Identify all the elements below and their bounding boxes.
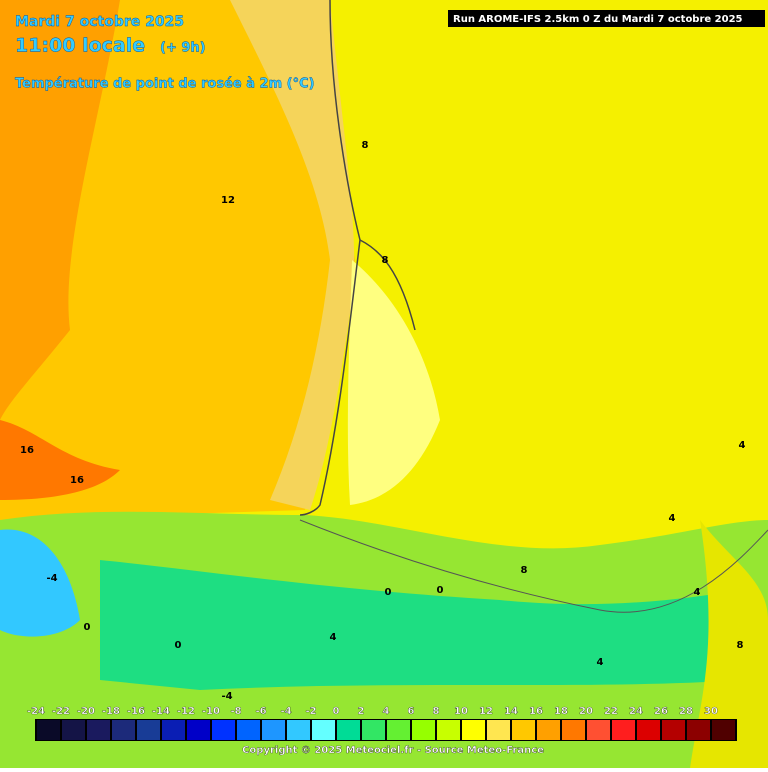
legend-tick-label: -22	[52, 706, 70, 717]
contour-label: 4	[739, 440, 746, 451]
contour-label: 0	[437, 585, 444, 596]
east-field	[690, 520, 768, 768]
landes	[347, 260, 440, 505]
legend-frame	[35, 719, 737, 741]
legend-swatch	[637, 720, 660, 740]
legend-swatch	[412, 720, 435, 740]
legend-swatch	[137, 720, 160, 740]
legend-tick-label: 4	[383, 706, 390, 717]
legend-tick-label: 28	[679, 706, 693, 717]
legend-swatch	[37, 720, 60, 740]
legend-tick-label: -10	[202, 706, 220, 717]
legend-tick-label: 8	[433, 706, 440, 717]
contour-label: 12	[221, 195, 235, 206]
legend-tick-label: 10	[454, 706, 468, 717]
contour-label: 8	[382, 255, 389, 266]
estuary	[359, 239, 416, 331]
legend-tick-label: 14	[504, 706, 518, 717]
legend-swatch	[712, 720, 735, 740]
contour-label: 16	[70, 475, 84, 486]
legend-swatch	[612, 720, 635, 740]
legend-tick-label: -2	[305, 706, 316, 717]
legend-swatch	[112, 720, 135, 740]
legend-tick-label: 18	[554, 706, 568, 717]
contour-label: 8	[362, 140, 369, 151]
legend-swatch	[437, 720, 460, 740]
legend-swatch	[687, 720, 710, 740]
legend-tick-label: 22	[604, 706, 618, 717]
lead-time: (+ 9h)	[160, 41, 206, 56]
legend-swatch	[562, 720, 585, 740]
legend-swatch	[212, 720, 235, 740]
legend-tick-label: -20	[77, 706, 95, 717]
contour-label: 0	[385, 587, 392, 598]
legend-tick-label: 12	[479, 706, 493, 717]
legend-tick-label: -14	[152, 706, 170, 717]
legend-tick-label: -24	[27, 706, 45, 717]
legend-swatch	[237, 720, 260, 740]
legend-swatch	[462, 720, 485, 740]
legend-tick-label: -18	[102, 706, 120, 717]
contour-label: 4	[694, 587, 701, 598]
contour-label: -4	[221, 691, 232, 702]
ocean-hot	[0, 420, 120, 500]
legend-swatch	[487, 720, 510, 740]
legend-tick-label: 26	[654, 706, 668, 717]
legend-tick-label: 2	[358, 706, 365, 717]
contour-label: 0	[175, 640, 182, 651]
legend-tick-label: 24	[629, 706, 643, 717]
contour-label: 16	[20, 445, 34, 456]
legend-swatch	[187, 720, 210, 740]
legend-tick-label: 0	[333, 706, 340, 717]
legend-swatch	[362, 720, 385, 740]
legend-swatch	[287, 720, 310, 740]
legend-tick-label: -16	[127, 706, 145, 717]
legend-swatch	[662, 720, 685, 740]
legend-tick-label: 6	[408, 706, 415, 717]
legend-tick-label: 30	[704, 706, 718, 717]
legend-swatch	[337, 720, 360, 740]
legend-swatch	[262, 720, 285, 740]
contour-label: 8	[737, 640, 744, 651]
ocean-warm	[0, 0, 120, 420]
contour-label: 4	[330, 632, 337, 643]
legend-swatch	[62, 720, 85, 740]
legend-tick-label: -6	[255, 706, 266, 717]
contour-label: 8	[521, 565, 528, 576]
legend-swatch	[387, 720, 410, 740]
legend-swatch	[587, 720, 610, 740]
legend-tick-label: 20	[579, 706, 593, 717]
legend-tick-label: -12	[177, 706, 195, 717]
contour-label: 0	[84, 622, 91, 633]
legend-swatch	[512, 720, 535, 740]
legend-swatch	[162, 720, 185, 740]
run-box	[448, 10, 765, 27]
contour-label: -4	[46, 573, 57, 584]
time: 11:00 locale	[15, 35, 145, 57]
copyright: Copyright © 2025 Meteociel.fr - Source M…	[242, 745, 544, 756]
date: Mardi 7 octobre 2025	[15, 14, 184, 30]
legend-tick-label: -4	[280, 706, 291, 717]
legend-tick-label: 16	[529, 706, 543, 717]
cold-pocket	[0, 529, 80, 637]
legend-tick-label: -8	[230, 706, 241, 717]
run-info: Run AROME-IFS 2.5km 0 Z du Mardi 7 octob…	[453, 14, 743, 25]
contour-label: 4	[597, 657, 604, 668]
legend-swatch	[312, 720, 335, 740]
border	[299, 519, 768, 613]
legend-swatch	[537, 720, 560, 740]
coastline	[299, 0, 361, 516]
contour-label: 4	[669, 513, 676, 524]
mountain-field	[100, 560, 740, 690]
legend-swatch	[87, 720, 110, 740]
coastal-band	[230, 0, 355, 510]
parameter: Température de point de rosée à 2m (°C)	[15, 77, 315, 92]
